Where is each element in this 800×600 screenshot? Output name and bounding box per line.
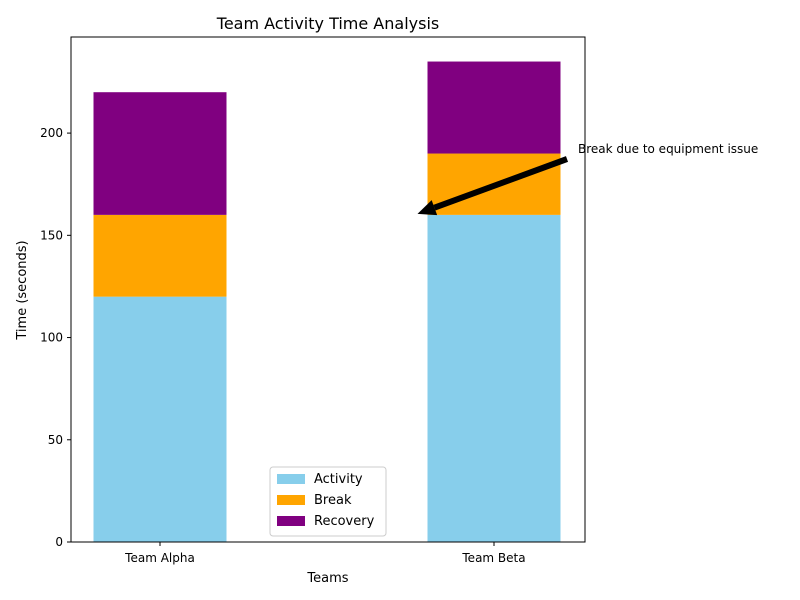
bar-recovery-team-alpha: [93, 92, 227, 215]
y-axis: 0 50 100 150 200: [40, 126, 71, 549]
x-tick-label: Team Alpha: [124, 551, 195, 565]
legend-label-recovery: Recovery: [314, 514, 375, 529]
legend-swatch-activity: [277, 474, 305, 484]
legend-label-activity: Activity: [314, 472, 363, 487]
y-tick-label: 150: [40, 228, 63, 242]
annotation-text: Break due to equipment issue: [578, 142, 758, 156]
x-tick-label: Team Beta: [461, 551, 525, 565]
legend: Activity Break Recovery: [269, 466, 387, 537]
y-tick-label: 50: [48, 433, 63, 447]
annotation: Break due to equipment issue: [417, 142, 758, 216]
bar-recovery-team-beta: [427, 61, 561, 154]
bar-break-team-alpha: [93, 214, 227, 297]
annotation-arrowhead: [417, 200, 438, 216]
y-axis-label: Time (seconds): [15, 240, 30, 340]
y-tick-label: 0: [55, 535, 63, 549]
legend-swatch-recovery: [277, 516, 305, 526]
y-tick-label: 100: [40, 331, 63, 345]
x-axis: Team Alpha Team Beta: [124, 542, 526, 565]
x-axis-label: Teams: [306, 571, 348, 586]
plot-frame: [70, 36, 586, 543]
legend-label-break: Break: [314, 493, 352, 508]
y-tick-label: 200: [40, 126, 63, 140]
chart-title: Team Activity Time Analysis: [216, 14, 439, 33]
annotation-arrow: [433, 156, 569, 211]
bar-activity-team-beta: [427, 214, 561, 542]
legend-swatch-break: [277, 495, 305, 505]
bar-activity-team-alpha: [93, 296, 227, 542]
